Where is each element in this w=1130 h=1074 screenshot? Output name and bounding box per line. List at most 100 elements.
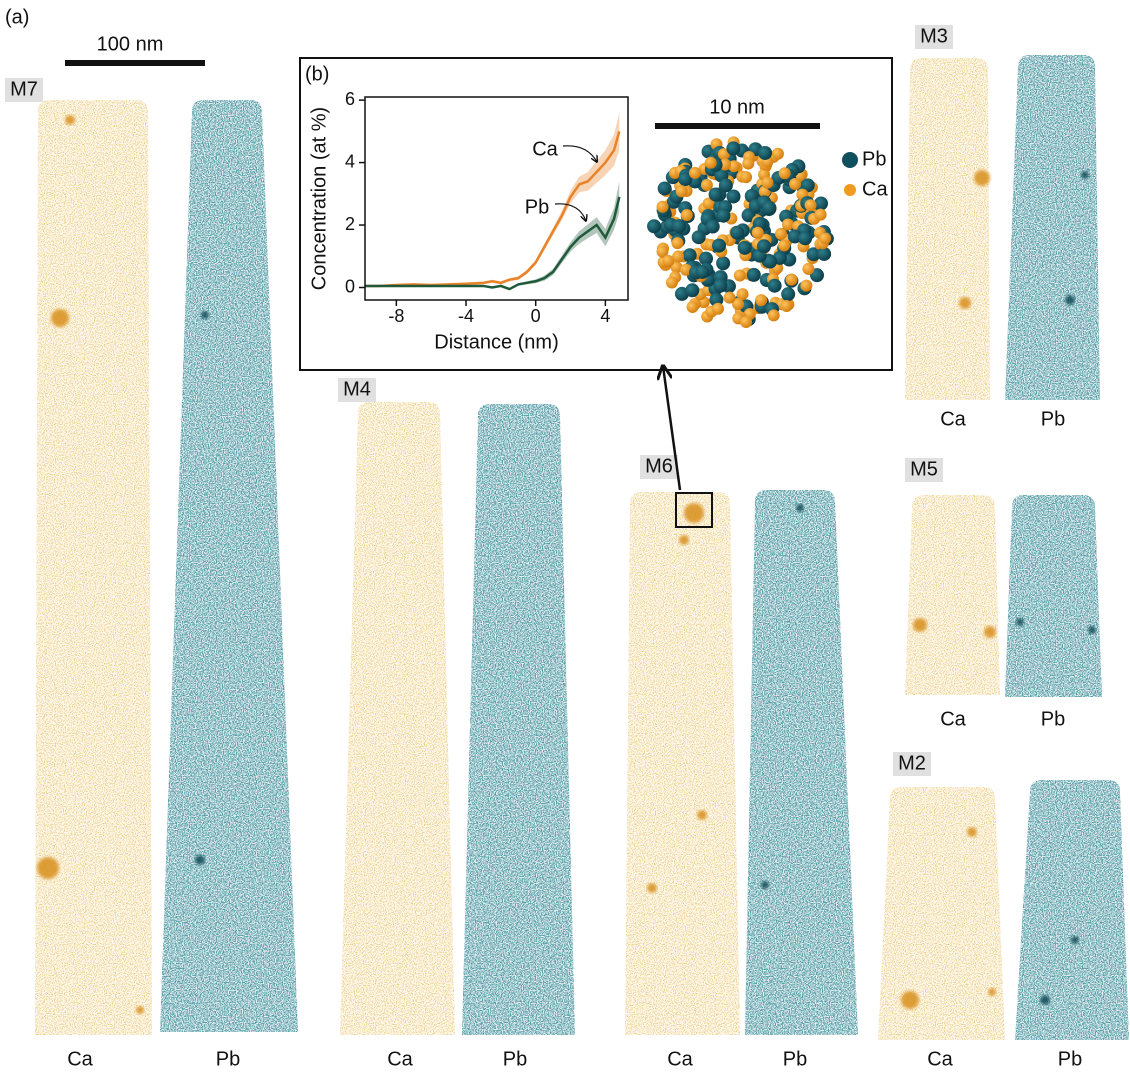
ca-atom [742,157,755,170]
chart: 0 2 4 6 -8 -4 0 4 Distance (nm) Concentration (at… [308,89,629,353]
sample-label-bg [905,458,943,482]
cluster-spot [913,618,927,632]
ca-atom [680,209,693,222]
ca-atom [740,315,753,328]
ca-atom [751,226,764,239]
pb-atom [691,230,706,245]
atom-speckle [160,100,298,1032]
cluster-spot [1081,171,1089,179]
pb-atom [798,231,813,246]
zoom-box [675,492,713,528]
cluster-spot [959,297,971,309]
sample-label: M2 [898,752,926,774]
column-label: Ca [940,408,966,430]
sample-label-bg [915,25,953,49]
sample-label: M4 [343,378,371,400]
cluster-spot [1040,995,1050,1005]
pb-atom [737,240,752,255]
pb-atom [705,219,720,234]
cluster-spot [1016,618,1024,626]
pb-atom [699,251,714,266]
cluster-spot [1088,626,1096,634]
sample-label: M5 [910,458,938,480]
pb-atom [800,178,815,193]
ca-atom [804,199,817,212]
series-annotation: Pb [525,196,549,218]
figure-label: (a) [5,6,29,28]
x-tick-label: -8 [388,306,404,326]
pb-atom [781,287,796,302]
column-label: Pb [1058,1048,1082,1070]
column-label: Ca [387,1048,413,1070]
ca-atom [656,200,669,213]
ca-atom [704,156,717,169]
ca-atom [789,177,802,190]
series-annotation: Ca [532,138,558,160]
ca-atom [723,291,736,304]
cluster-spot [37,857,59,879]
ca-atom [679,263,692,276]
atom-speckle [878,787,1005,1040]
atom-speckle [1005,55,1100,400]
y-tick-label: 2 [345,214,355,234]
zoom-arrow [663,366,682,491]
ca-atom [819,232,832,245]
ca-atom [774,227,787,240]
ca-atom [662,254,675,267]
y-tick-label: 6 [345,89,355,109]
line [365,196,621,291]
sample-label: M7 [10,78,38,100]
legend-label: Pb [862,148,886,170]
cluster-spot [1071,936,1079,944]
ca-atom [671,237,684,250]
atom-speckle [1015,780,1129,1040]
cluster-spot [697,810,707,820]
cluster-spot [761,881,769,889]
ca-atom [802,262,815,275]
ca-atom [702,197,715,210]
pb-atom [817,246,832,261]
pb-atom [763,254,778,269]
y-tick-label: 0 [345,276,355,296]
pb-atom [716,208,731,223]
sample-label: M6 [645,455,673,477]
cluster-spot [1065,295,1075,305]
ca-atom [755,294,768,307]
ca-atom [686,301,699,314]
ca-atom [780,299,793,312]
y-axis-label: Concentration (at %) [308,107,330,290]
ca-atom [665,276,678,289]
atom-speckle [905,58,990,400]
pb-atom [713,278,728,293]
column-label: Pb [783,1048,807,1070]
x-tick-label: 0 [531,306,541,326]
annotation-arrow [554,203,586,221]
samples: M7 Ca Pb M4 Ca Pb M6 Ca Pb M3 Ca Pb M5 Ca Pb M2 Ca Pb [5,25,1129,1070]
x-tick-label: -4 [458,306,474,326]
cluster-spot [647,883,657,893]
pb-atom [657,181,672,196]
legend-swatch [842,152,858,168]
ca-atom [740,171,753,184]
pb-atom [682,248,697,263]
column-label: Ca [667,1048,693,1070]
pb-atom [767,278,782,293]
ca-atom [733,269,746,282]
ca-atom [675,185,688,198]
ca-atom [814,208,827,221]
cluster-spot [679,535,689,545]
plot-frame [364,96,629,301]
cluster-spot [136,1006,144,1014]
ca-atom [656,245,669,258]
pb-atom [806,247,821,262]
column-label: Pb [503,1048,527,1070]
ca-atom [736,288,749,301]
cluster-spot [974,170,990,186]
column-label: Ca [940,708,966,730]
ca-atom [800,279,813,292]
sample-label-bg [893,752,931,776]
pb-atom [762,200,777,215]
atom-speckle [35,100,152,1035]
ca-atom [778,167,791,180]
